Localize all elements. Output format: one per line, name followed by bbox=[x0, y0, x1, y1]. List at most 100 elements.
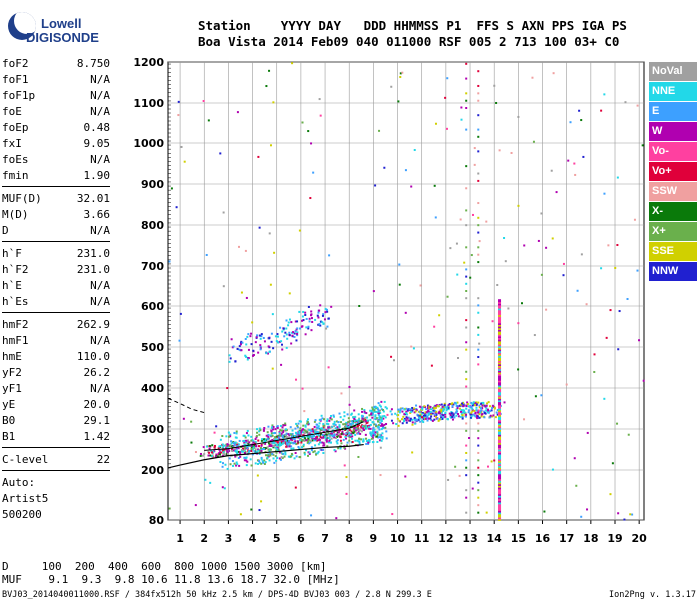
echo-point bbox=[240, 340, 243, 343]
interference-point bbox=[477, 253, 480, 256]
echo-point bbox=[281, 434, 284, 437]
echo-point bbox=[284, 442, 287, 445]
noise-point bbox=[433, 184, 436, 187]
echo-point bbox=[281, 348, 284, 351]
interference-point bbox=[477, 179, 480, 182]
echo-point bbox=[379, 421, 382, 424]
interference-point bbox=[477, 297, 480, 300]
echo-point bbox=[225, 443, 228, 446]
y-tick-label: 200 bbox=[141, 464, 164, 477]
echo-point bbox=[330, 432, 333, 435]
echo-point bbox=[221, 462, 224, 465]
header-row-1: Station YYYY DAY DDD HHMMSS P1 FFS S AXN… bbox=[198, 18, 627, 33]
echo-point bbox=[285, 445, 288, 448]
marker-strip-point bbox=[498, 426, 502, 430]
profile-extrapolation bbox=[167, 397, 205, 414]
echo-point bbox=[228, 457, 231, 460]
echo-point bbox=[353, 409, 356, 412]
echo-point bbox=[231, 449, 234, 452]
echo-point bbox=[322, 448, 325, 451]
echo-point bbox=[307, 436, 310, 439]
echo-point bbox=[268, 459, 271, 462]
version-label: Ion2Png v. 1.3.17 bbox=[609, 590, 696, 600]
noise-point bbox=[471, 487, 474, 490]
marker-strip-point bbox=[498, 367, 502, 371]
noise-point bbox=[517, 204, 520, 207]
echo-point bbox=[229, 443, 232, 446]
echo-point bbox=[317, 425, 320, 428]
x-tick-label: 5 bbox=[273, 532, 281, 545]
echo-point bbox=[352, 429, 355, 432]
echo-point bbox=[347, 424, 350, 427]
marker-strip-point bbox=[498, 410, 502, 414]
marker-strip-point bbox=[498, 415, 502, 419]
interference-point bbox=[477, 474, 480, 477]
echo-point bbox=[353, 417, 356, 420]
echo-point bbox=[310, 313, 313, 316]
echo-point bbox=[467, 409, 470, 412]
x-tick-label: 13 bbox=[462, 532, 477, 545]
echo-point bbox=[291, 435, 294, 438]
echo-point bbox=[272, 457, 275, 460]
interference-point bbox=[477, 231, 480, 234]
param-foe: foE N/A bbox=[2, 104, 110, 120]
echo-point bbox=[232, 464, 235, 467]
echo-point bbox=[378, 404, 381, 407]
echo-point bbox=[208, 451, 211, 454]
echo-point bbox=[390, 408, 393, 411]
echo-point bbox=[365, 425, 368, 428]
echo-point bbox=[268, 445, 271, 448]
noise-point bbox=[618, 310, 621, 313]
echo-point bbox=[351, 435, 354, 438]
echo-point bbox=[363, 411, 366, 414]
echo-point bbox=[385, 422, 388, 425]
marker-strip-point bbox=[498, 446, 502, 450]
echo-point bbox=[378, 416, 381, 419]
noise-point bbox=[517, 368, 520, 371]
echo-point bbox=[283, 455, 286, 458]
echo-point bbox=[324, 435, 327, 438]
echo-point bbox=[337, 421, 340, 424]
noise-point bbox=[574, 173, 577, 176]
param-muf-d-: MUF(D) 32.01 bbox=[2, 191, 110, 207]
echo-point bbox=[426, 404, 429, 407]
echo-point bbox=[432, 409, 435, 412]
noise-point bbox=[550, 169, 553, 172]
interference-point bbox=[477, 99, 480, 102]
noise-point bbox=[260, 500, 263, 503]
echo-point bbox=[285, 441, 288, 444]
echo-point bbox=[294, 431, 297, 434]
echo-point bbox=[272, 445, 275, 448]
param-value: 26.2 bbox=[83, 366, 111, 379]
noise-point bbox=[301, 387, 304, 390]
echo-point bbox=[379, 405, 382, 408]
echo-point bbox=[274, 439, 277, 442]
echo-point bbox=[278, 443, 281, 446]
echo-point bbox=[308, 432, 311, 435]
interference-point bbox=[465, 429, 468, 432]
echo-point bbox=[245, 355, 248, 358]
interference-point bbox=[477, 114, 480, 117]
noise-point bbox=[578, 109, 581, 112]
echo-point bbox=[237, 447, 240, 450]
echo-point bbox=[301, 319, 304, 322]
echo-point bbox=[327, 426, 330, 429]
y-tick-label: 500 bbox=[141, 341, 164, 354]
x-tick-label: 15 bbox=[511, 532, 526, 545]
echo-point bbox=[301, 315, 304, 318]
noise-point bbox=[593, 353, 596, 356]
echo-point bbox=[244, 441, 247, 444]
echo-point bbox=[213, 446, 216, 449]
interference-point bbox=[477, 304, 480, 307]
echo-point bbox=[461, 414, 464, 417]
param-label: hmE bbox=[2, 350, 22, 363]
interference-point bbox=[477, 92, 480, 95]
param-value: 0.48 bbox=[83, 121, 111, 134]
echo-point bbox=[269, 439, 272, 442]
echo-point bbox=[418, 405, 421, 408]
noise-point bbox=[202, 99, 205, 102]
echo-point bbox=[413, 416, 416, 419]
echo-point bbox=[334, 436, 337, 439]
echo-point bbox=[250, 449, 253, 452]
echo-point bbox=[327, 423, 330, 426]
